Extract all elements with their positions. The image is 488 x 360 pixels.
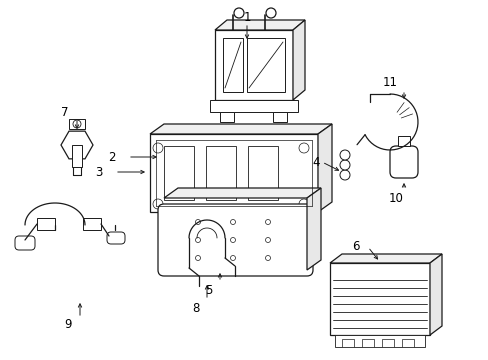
Bar	[247, 146, 278, 200]
Circle shape	[298, 143, 308, 153]
FancyBboxPatch shape	[15, 236, 35, 250]
Circle shape	[207, 157, 214, 163]
Bar	[72, 145, 82, 167]
Bar	[83, 218, 101, 230]
Bar	[37, 218, 55, 230]
Text: 5: 5	[205, 284, 212, 297]
Bar	[205, 146, 236, 200]
Polygon shape	[271, 212, 284, 220]
Bar	[334, 335, 424, 347]
Circle shape	[73, 120, 81, 128]
Bar	[401, 339, 413, 347]
Circle shape	[153, 143, 163, 153]
Circle shape	[153, 199, 163, 209]
Polygon shape	[223, 38, 243, 92]
Circle shape	[230, 238, 235, 243]
FancyBboxPatch shape	[168, 144, 200, 158]
Circle shape	[195, 256, 200, 261]
Polygon shape	[215, 30, 292, 100]
Polygon shape	[246, 38, 285, 92]
Circle shape	[339, 150, 349, 160]
Polygon shape	[306, 188, 320, 270]
Circle shape	[265, 256, 270, 261]
Circle shape	[265, 238, 270, 243]
Text: 4: 4	[312, 156, 319, 168]
Bar	[361, 339, 373, 347]
Bar	[397, 136, 409, 146]
Circle shape	[339, 160, 349, 170]
Text: 3: 3	[95, 166, 102, 179]
Polygon shape	[329, 254, 441, 263]
FancyBboxPatch shape	[203, 153, 235, 167]
Polygon shape	[194, 212, 205, 220]
Bar	[341, 339, 353, 347]
Polygon shape	[429, 254, 441, 335]
Text: 10: 10	[388, 192, 403, 204]
FancyBboxPatch shape	[158, 204, 312, 276]
Circle shape	[173, 148, 179, 154]
Polygon shape	[150, 124, 331, 134]
Polygon shape	[220, 212, 231, 220]
Polygon shape	[317, 124, 331, 212]
Circle shape	[265, 8, 275, 18]
Circle shape	[195, 220, 200, 225]
Circle shape	[230, 256, 235, 261]
Bar	[381, 339, 393, 347]
Polygon shape	[163, 188, 320, 198]
Polygon shape	[215, 20, 305, 30]
Bar	[163, 146, 194, 200]
Text: 6: 6	[351, 240, 359, 253]
Text: 9: 9	[64, 318, 72, 330]
Bar	[69, 119, 85, 129]
Circle shape	[234, 8, 244, 18]
Text: 11: 11	[382, 76, 397, 89]
Polygon shape	[245, 212, 258, 220]
Text: 7: 7	[61, 105, 69, 118]
FancyBboxPatch shape	[389, 146, 417, 178]
Circle shape	[265, 220, 270, 225]
Circle shape	[220, 157, 225, 163]
Polygon shape	[272, 112, 286, 122]
Text: 8: 8	[192, 302, 199, 315]
FancyBboxPatch shape	[107, 232, 125, 244]
Circle shape	[230, 220, 235, 225]
Polygon shape	[150, 134, 317, 212]
Circle shape	[184, 148, 191, 154]
Polygon shape	[168, 212, 180, 220]
Circle shape	[339, 170, 349, 180]
Polygon shape	[329, 263, 429, 335]
Circle shape	[298, 199, 308, 209]
Polygon shape	[220, 112, 234, 122]
Circle shape	[195, 238, 200, 243]
Polygon shape	[292, 20, 305, 100]
Text: 1: 1	[243, 10, 250, 23]
Text: 2: 2	[108, 150, 116, 163]
Polygon shape	[209, 100, 297, 112]
